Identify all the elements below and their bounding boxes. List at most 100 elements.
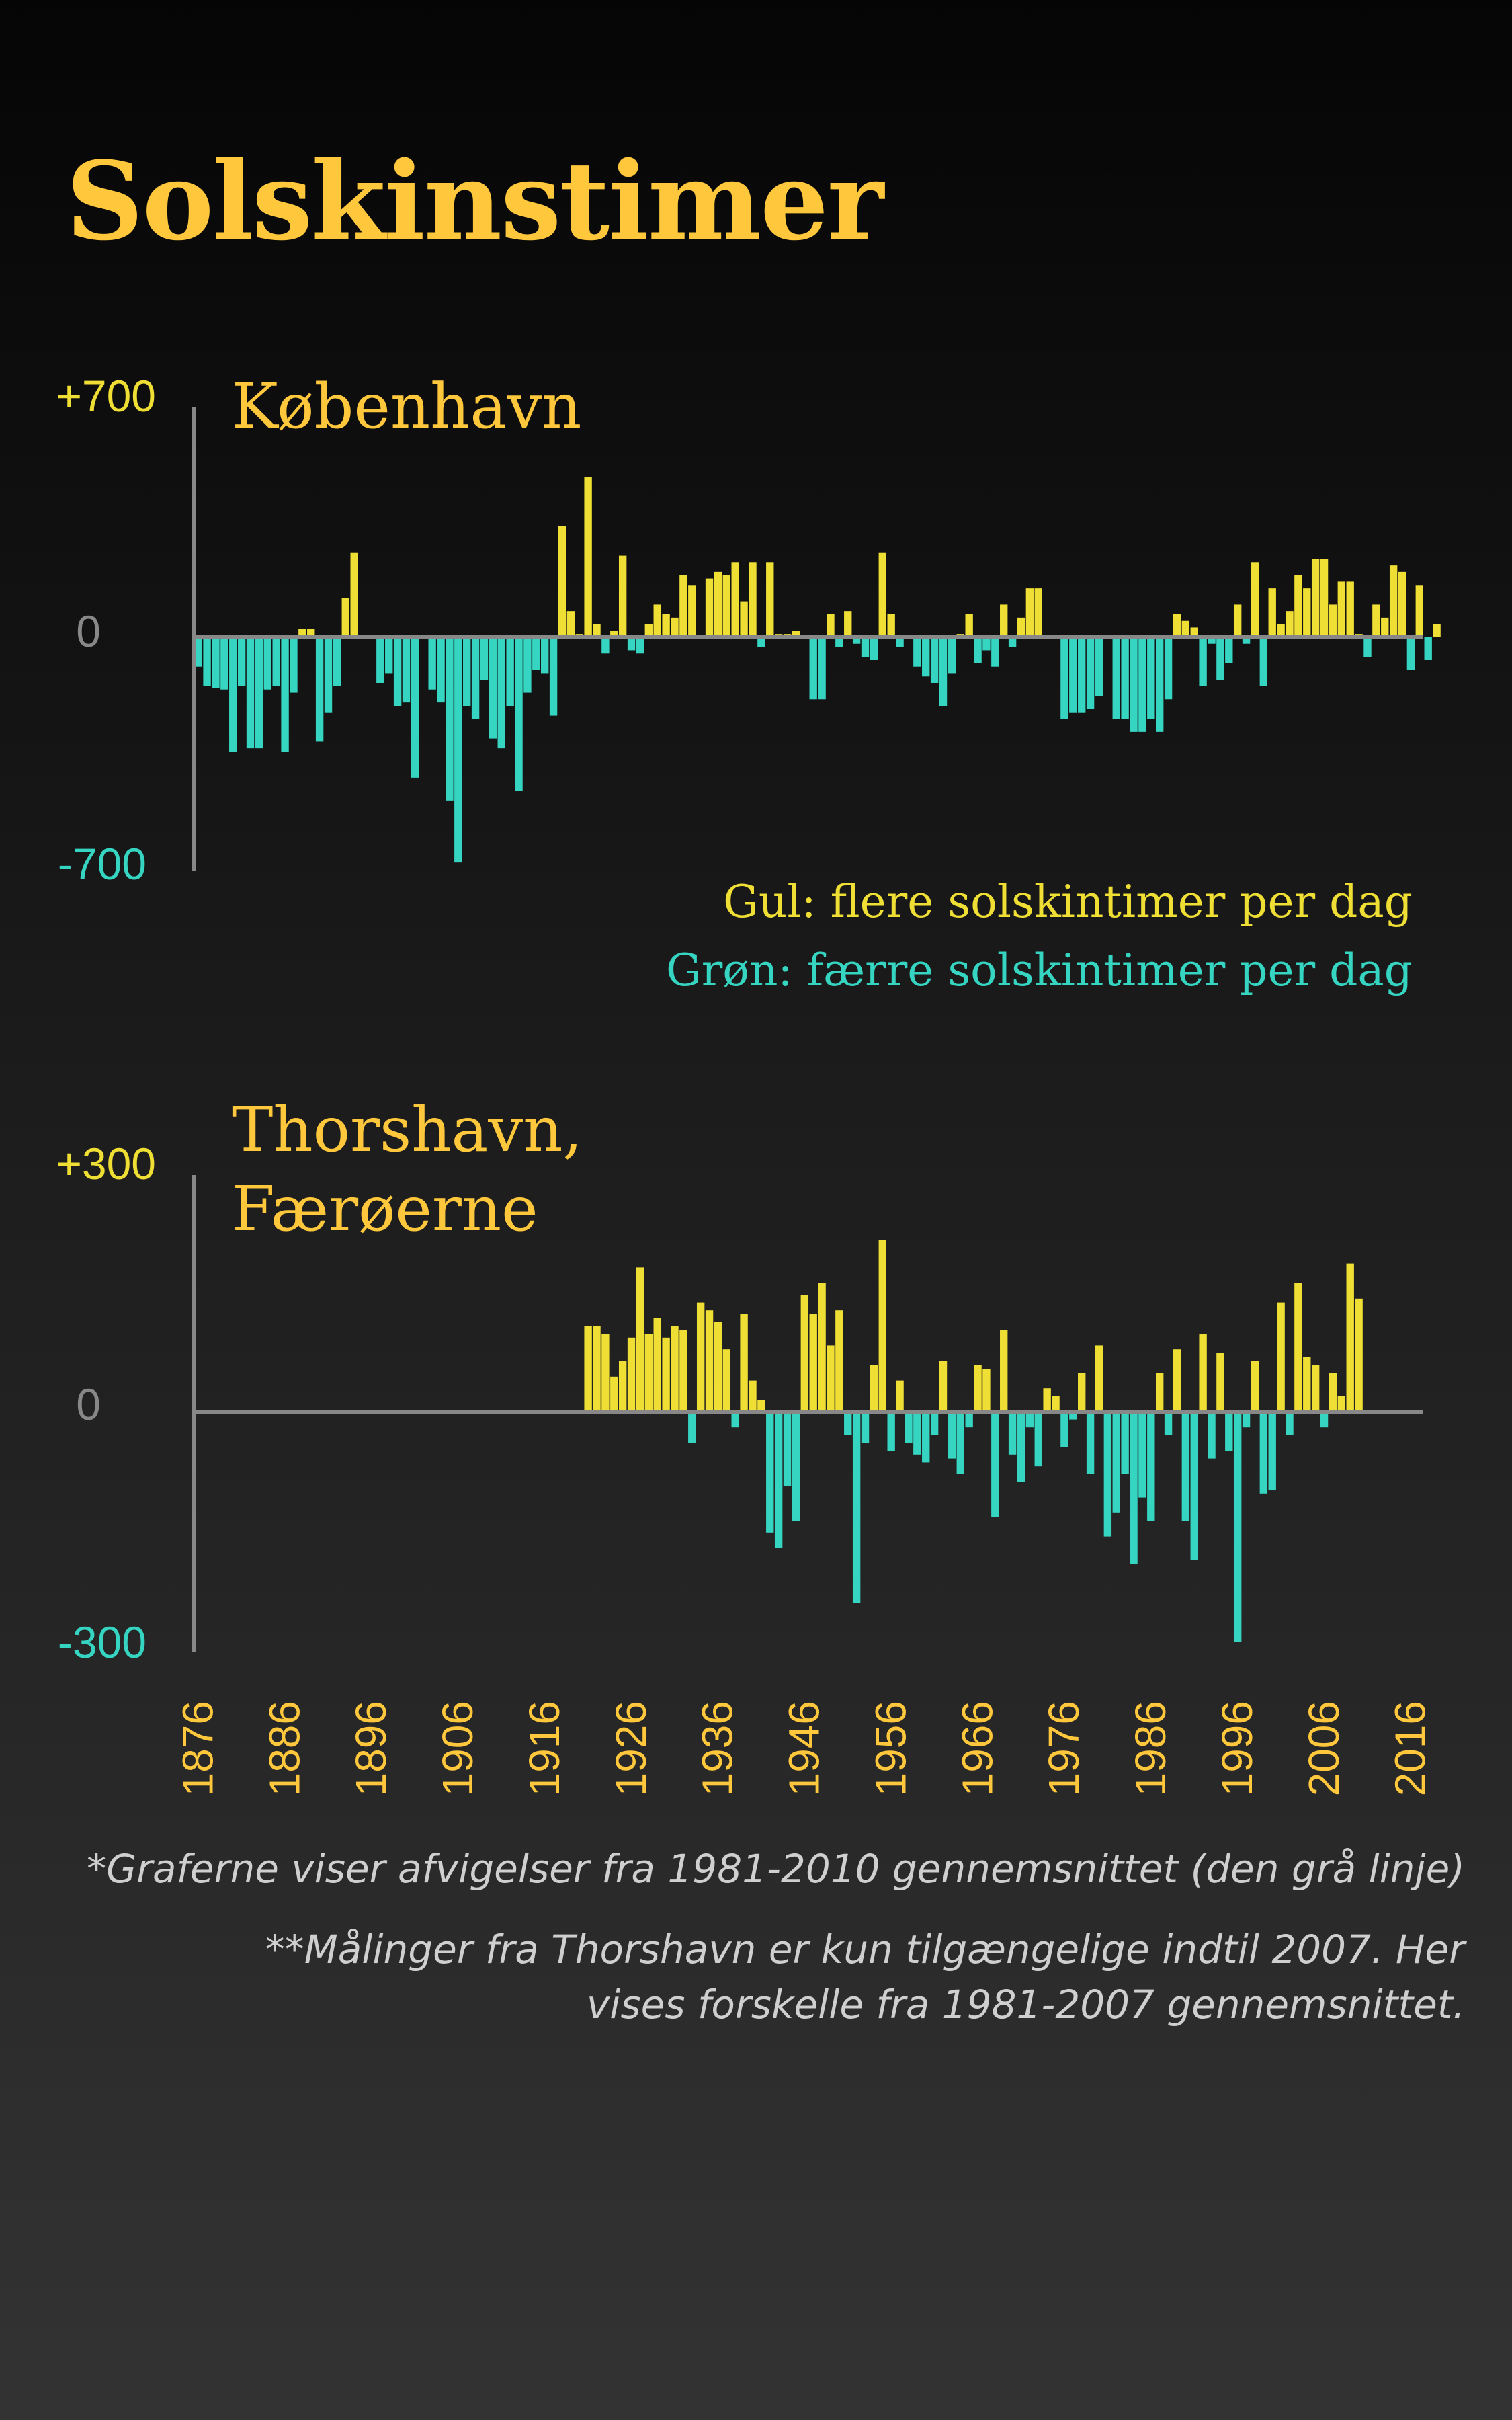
x-tick-1986: 1986 (1126, 1701, 1175, 1796)
x-tick-1946: 1946 (780, 1701, 829, 1796)
copenhagen-bar-1913 (515, 637, 523, 791)
footnote-2-line-1: **Målinger fra Thorshavn er kun tilgænge… (265, 1927, 1467, 1972)
copenhagen-bar-1965 (965, 614, 973, 637)
copenhagen-bar-1967 (982, 637, 991, 651)
copenhagen-bar-1925 (618, 555, 627, 637)
copenhagen-bar-1950 (835, 637, 843, 647)
thorshavn-bar-1995 (1225, 1412, 1233, 1451)
thorshavn-bar-1952 (852, 1412, 861, 1603)
thorshavn-bar-1996 (1233, 1412, 1242, 1642)
x-tick-1886: 1886 (260, 1701, 308, 1796)
copenhagen-bar-1993 (1208, 637, 1216, 644)
copenhagen-bar-1970 (1008, 637, 1017, 647)
thorshavn-bar-1969 (1000, 1330, 1008, 1412)
copenhagen-bar-1957 (896, 637, 904, 647)
copenhagen-bar-2018 (1424, 637, 1432, 660)
thorshavn-bar-1943 (774, 1412, 783, 1548)
copenhagen-bar-2007 (1329, 604, 1337, 637)
copenhagen-bar-2015 (1398, 571, 1406, 637)
copenhagen-y-tick-top: +700 (56, 371, 156, 421)
thorshavn-bar-2000 (1268, 1412, 1276, 1490)
copenhagen-bar-1985 (1138, 637, 1146, 732)
thorshavn-bar-1966 (974, 1365, 982, 1412)
thorshavn-bar-1947 (809, 1314, 817, 1412)
copenhagen-bar-1927 (636, 637, 644, 654)
thorshavn-bar-1984 (1130, 1412, 1138, 1564)
copenhagen-bar-2002 (1286, 611, 1294, 637)
thorshavn-bar-1957 (896, 1380, 904, 1412)
thorshavn-bar-1973 (1034, 1412, 1042, 1467)
thorshavn-bar-2002 (1286, 1412, 1294, 1435)
copenhagen-y-tick-bottom: -700 (58, 839, 146, 889)
copenhagen-bar-1956 (887, 614, 895, 637)
copenhagen-bar-1894 (350, 552, 358, 637)
thorshavn-bar-1965 (965, 1412, 973, 1428)
thorshavn-bar-1971 (1017, 1412, 1025, 1482)
copenhagen-bar-1893 (341, 598, 349, 637)
thorshavn-bar-1963 (948, 1412, 956, 1459)
copenhagen-y-tick-zero: 0 (76, 606, 101, 656)
thorshavn-bars (584, 1240, 1363, 1642)
copenhagen-bar-1971 (1017, 617, 1025, 637)
thorshavn-y-tick-bottom: -300 (58, 1617, 146, 1667)
thorshavn-bar-1932 (679, 1330, 687, 1412)
thorshavn-bar-1983 (1121, 1412, 1129, 1474)
copenhagen-bar-1924 (610, 631, 618, 637)
copenhagen-bar-1886 (281, 637, 289, 752)
thorshavn-bar-1981 (1103, 1412, 1112, 1537)
copenhagen-bars (194, 477, 1441, 863)
thorshavn-bar-1982 (1112, 1412, 1120, 1513)
thorshavn-bar-1949 (827, 1345, 835, 1412)
copenhagen-bar-1986 (1147, 637, 1155, 719)
x-tick-1926: 1926 (607, 1701, 655, 1796)
thorshavn-bar-1989 (1173, 1349, 1181, 1412)
copenhagen-bar-1994 (1216, 637, 1224, 680)
copenhagen-bar-2003 (1294, 575, 1302, 637)
thorshavn-title-line-1: Thorshavn, (232, 1094, 583, 1166)
thorshavn-bar-1945 (792, 1412, 800, 1521)
copenhagen-bar-1908 (471, 637, 480, 719)
copenhagen-bar-1905 (446, 637, 454, 801)
copenhagen-bar-1890 (315, 637, 324, 742)
thorshavn-bar-1968 (991, 1412, 999, 1517)
thorshavn-bar-1955 (878, 1240, 886, 1412)
copenhagen-bar-1912 (506, 637, 514, 706)
copenhagen-bar-1973 (1034, 588, 1042, 637)
copenhagen-bar-1963 (948, 637, 956, 674)
copenhagen-bar-2011 (1363, 637, 1372, 657)
thorshavn-bar-1924 (610, 1376, 618, 1412)
copenhagen-bar-1991 (1190, 627, 1198, 637)
copenhagen-bar-1911 (497, 637, 505, 749)
copenhagen-bar-1987 (1155, 637, 1164, 732)
thorshavn-bar-1940 (749, 1380, 757, 1412)
copenhagen-bar-1888 (298, 629, 306, 637)
thorshavn-bar-1980 (1095, 1345, 1103, 1412)
copenhagen-bar-1961 (930, 637, 939, 683)
x-tick-1876: 1876 (173, 1701, 222, 1796)
copenhagen-bar-1972 (1025, 588, 1034, 637)
copenhagen-bar-2013 (1381, 617, 1389, 637)
x-tick-2006: 2006 (1300, 1701, 1348, 1796)
copenhagen-bar-1988 (1164, 637, 1173, 700)
copenhagen-bar-1954 (870, 637, 878, 660)
copenhagen-bar-1885 (272, 637, 280, 686)
copenhagen-bar-1996 (1233, 604, 1242, 637)
copenhagen-bar-1945 (792, 631, 800, 637)
copenhagen-bar-2008 (1337, 581, 1346, 637)
thorshavn-bar-1959 (913, 1412, 921, 1455)
thorshavn-bar-1999 (1259, 1412, 1268, 1494)
legend-negative: Grøn: færre solskintimer per dag (666, 944, 1413, 996)
thorshavn-bar-1936 (714, 1322, 722, 1412)
thorshavn-bar-1933 (688, 1412, 696, 1443)
copenhagen-bar-1921 (584, 477, 592, 637)
x-tick-1916: 1916 (520, 1701, 569, 1796)
copenhagen-bar-1977 (1069, 637, 1077, 713)
copenhagen-bar-1984 (1130, 637, 1138, 732)
copenhagen-bar-1998 (1251, 562, 1259, 637)
thorshavn-bar-1997 (1242, 1412, 1251, 1428)
copenhagen-bar-1884 (263, 637, 271, 690)
copenhagen-bar-1939 (740, 601, 748, 637)
thorshavn-bar-1934 (696, 1302, 705, 1412)
copenhagen-bar-1962 (939, 637, 948, 706)
